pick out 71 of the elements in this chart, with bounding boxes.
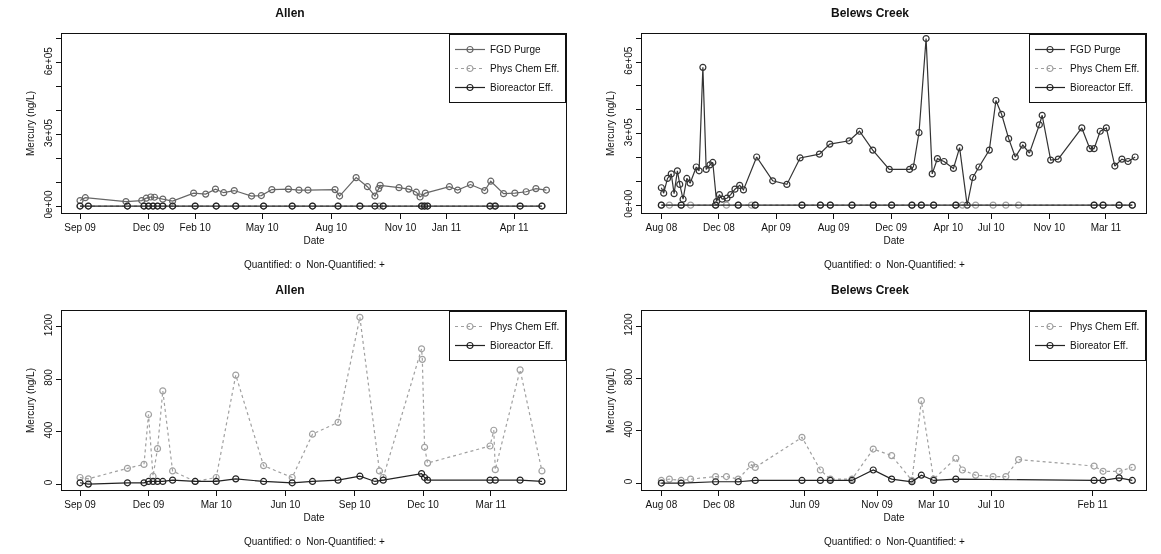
- x-tick-label: Apr 11: [499, 222, 529, 233]
- x-tick-label: Aug 09: [817, 222, 850, 233]
- y-tick-label: 0e+00: [43, 190, 54, 219]
- y-axis-title: Mercury (ng/L): [605, 367, 616, 434]
- text: Quantified: o Non-Quantified: +: [244, 259, 386, 270]
- legend-label: Phys Chem Eff.: [490, 321, 560, 333]
- x-tick-label: Nov 10: [1033, 222, 1066, 233]
- x-tick-label: Jul 10: [977, 222, 1005, 233]
- x-tick-label: Feb 10: [179, 222, 212, 233]
- x-tick-label: Dec 09: [875, 222, 908, 233]
- chart-title: Allen: [275, 5, 305, 20]
- y-tick-label: 3e+05: [43, 118, 54, 147]
- x-tick-label: Aug 08: [645, 222, 678, 233]
- x-tick-label: Nov 09: [861, 499, 894, 510]
- legend-label: Bioreator Eff.: [1070, 340, 1129, 352]
- y-tick-label: 0e+00: [623, 189, 634, 218]
- y-axis-title: Mercury (ng/L): [25, 367, 36, 434]
- y-tick-label: 1200: [623, 313, 634, 336]
- chart-title: Allen: [275, 282, 305, 297]
- x-tick-label: Mar 10: [200, 499, 233, 510]
- legend-label: Bioreactor Eff.: [490, 340, 554, 352]
- y-tick-label: 0: [43, 479, 54, 486]
- x-tick-label: Feb 11: [1077, 499, 1109, 510]
- y-tick-label: 1200: [43, 313, 54, 337]
- legend-label: Phys Chem Eff.: [1070, 321, 1140, 333]
- x-tick-label: Jul 10: [977, 499, 1005, 510]
- x-tick-label: Jan 11: [431, 222, 462, 233]
- x-tick-label: Dec 09: [132, 499, 165, 510]
- x-tick-label: Dec 09: [132, 222, 165, 233]
- y-tick-label: 3e+05: [623, 117, 634, 147]
- x-tick-label: Jun 10: [270, 499, 301, 510]
- x-tick-label: May 10: [245, 222, 279, 233]
- legend-label: Phys Chem Eff.: [490, 63, 560, 75]
- x-tick-label: Dec 08: [703, 222, 736, 233]
- x-tick-label: Sep 09: [64, 222, 97, 233]
- y-axis-title: Mercury (ng/L): [25, 90, 36, 157]
- y-tick-label: 6e+05: [43, 46, 54, 76]
- y-tick-label: 800: [43, 368, 54, 386]
- y-tick-label: 400: [623, 420, 634, 438]
- y-tick-label: 400: [43, 421, 54, 439]
- legend-label: Phys Chem Eff.: [1070, 63, 1140, 75]
- x-tick-label: Dec 10: [407, 499, 440, 510]
- x-tick-label: Mar 10: [918, 499, 950, 510]
- y-tick-label: 6e+05: [623, 46, 634, 75]
- x-axis-title: Date: [303, 511, 325, 523]
- y-tick-label: 0: [623, 478, 634, 485]
- y-tick-label: 800: [623, 368, 634, 386]
- chart-title: Belews Creek: [830, 282, 910, 297]
- text: Quantified: o Non-Quantified: +: [244, 536, 386, 547]
- legend-label: Bioreactor Eff.: [490, 82, 554, 94]
- legend-label: FGD Purge: [490, 44, 542, 56]
- x-tick-label: Apr 10: [933, 222, 964, 233]
- x-tick-label: Mar 11: [1090, 222, 1122, 233]
- x-axis-title: Date: [883, 234, 905, 246]
- chart-title: Belews Creek: [830, 5, 910, 20]
- y-axis-title: Mercury (ng/L): [605, 90, 616, 157]
- legend-label: Bioreactor Eff.: [1070, 82, 1134, 94]
- x-tick-label: Dec 08: [703, 499, 736, 510]
- x-axis-title: Date: [303, 234, 325, 246]
- x-tick-label: Sep 10: [338, 499, 371, 510]
- legend-label: FGD Purge: [1070, 44, 1122, 56]
- text: Quantified: o Non-Quantified: +: [824, 259, 966, 270]
- x-axis-title: Date: [883, 511, 905, 523]
- x-tick-label: Nov 10: [384, 222, 417, 233]
- x-tick-label: Mar 11: [475, 499, 507, 510]
- x-tick-label: Jun 09: [789, 499, 821, 510]
- x-tick-label: Aug 08: [645, 499, 678, 510]
- x-tick-label: Sep 09: [64, 499, 97, 510]
- x-tick-label: Aug 10: [315, 222, 348, 233]
- text: Quantified: o Non-Quantified: +: [824, 536, 966, 547]
- x-tick-label: Apr 09: [761, 222, 792, 233]
